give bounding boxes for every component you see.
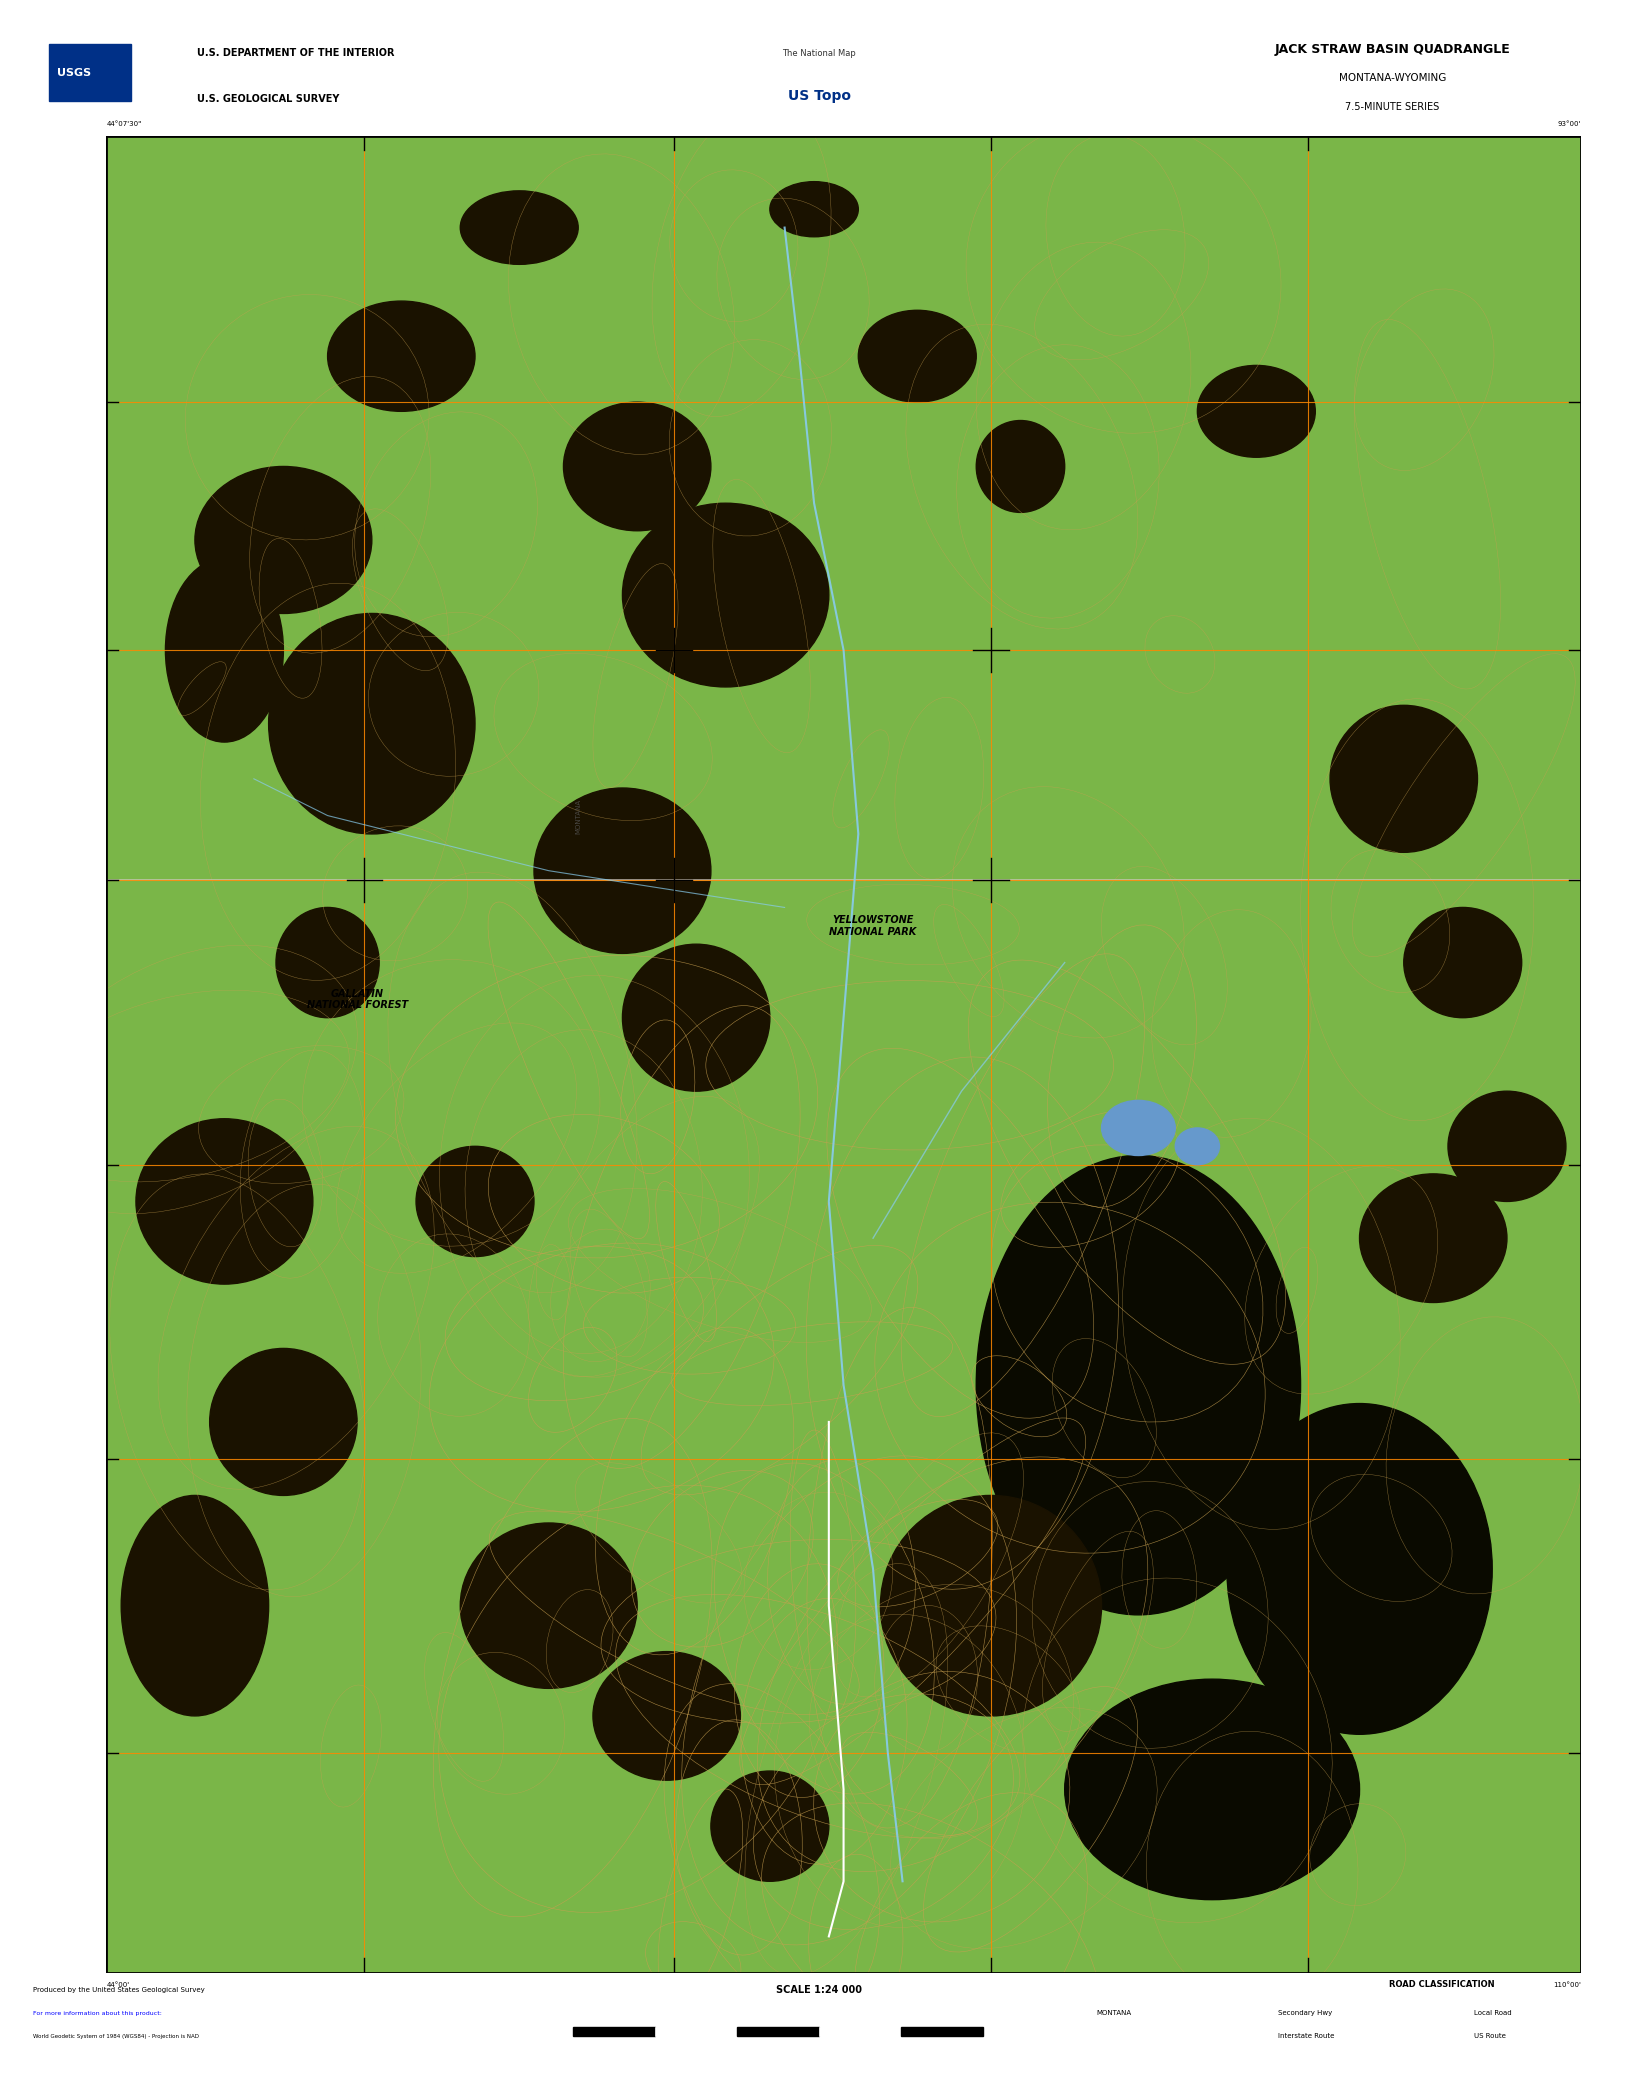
Text: MONTANA-WYOMING: MONTANA-WYOMING bbox=[1338, 73, 1446, 84]
Text: 7.5-MINUTE SERIES: 7.5-MINUTE SERIES bbox=[1345, 102, 1440, 113]
Bar bbox=[819, 2027, 901, 2036]
Ellipse shape bbox=[1360, 1173, 1507, 1303]
Ellipse shape bbox=[1101, 1100, 1174, 1155]
Ellipse shape bbox=[976, 420, 1065, 512]
Ellipse shape bbox=[858, 311, 976, 403]
Ellipse shape bbox=[416, 1146, 534, 1257]
Ellipse shape bbox=[121, 1495, 269, 1716]
Ellipse shape bbox=[136, 1119, 313, 1284]
Text: USGS: USGS bbox=[57, 67, 92, 77]
Text: The National Map: The National Map bbox=[781, 48, 857, 58]
Text: World Geodetic System of 1984 (WGS84) - Projection is NAD: World Geodetic System of 1984 (WGS84) - … bbox=[33, 2034, 198, 2038]
Text: YELLOWSTONE
NATIONAL PARK: YELLOWSTONE NATIONAL PARK bbox=[829, 915, 917, 938]
Text: SCALE 1:24 000: SCALE 1:24 000 bbox=[776, 1986, 862, 1996]
Ellipse shape bbox=[275, 908, 378, 1017]
Text: 110°00': 110°00' bbox=[1553, 1982, 1581, 1988]
Text: US Route: US Route bbox=[1474, 2034, 1505, 2040]
Ellipse shape bbox=[711, 1771, 829, 1881]
Text: JACK STRAW BASIN QUADRANGLE: JACK STRAW BASIN QUADRANGLE bbox=[1274, 44, 1510, 56]
Text: Secondary Hwy: Secondary Hwy bbox=[1278, 2011, 1332, 2017]
Bar bbox=[573, 2027, 655, 2036]
Ellipse shape bbox=[593, 1652, 740, 1781]
Text: U.S. GEOLOGICAL SURVEY: U.S. GEOLOGICAL SURVEY bbox=[197, 94, 339, 104]
Ellipse shape bbox=[622, 944, 770, 1092]
Text: MONTANA: MONTANA bbox=[575, 800, 581, 833]
Text: U.S. DEPARTMENT OF THE INTERIOR: U.S. DEPARTMENT OF THE INTERIOR bbox=[197, 48, 395, 58]
Ellipse shape bbox=[563, 403, 711, 530]
Text: US Topo: US Topo bbox=[788, 88, 850, 102]
Ellipse shape bbox=[534, 787, 711, 954]
Ellipse shape bbox=[976, 1155, 1301, 1614]
Bar bbox=[655, 2027, 737, 2036]
Ellipse shape bbox=[622, 503, 829, 687]
Ellipse shape bbox=[210, 1349, 357, 1495]
Ellipse shape bbox=[1174, 1128, 1219, 1165]
Ellipse shape bbox=[328, 301, 475, 411]
Ellipse shape bbox=[460, 190, 578, 265]
Ellipse shape bbox=[1330, 706, 1477, 852]
Ellipse shape bbox=[1227, 1403, 1492, 1735]
Text: Produced by the United States Geological Survey: Produced by the United States Geological… bbox=[33, 1988, 205, 1994]
Text: For more information about this product:: For more information about this product: bbox=[33, 2011, 162, 2015]
Ellipse shape bbox=[195, 466, 372, 614]
Ellipse shape bbox=[1404, 908, 1522, 1017]
Bar bbox=[901, 2027, 983, 2036]
Ellipse shape bbox=[165, 557, 283, 741]
Text: 93°00': 93°00' bbox=[1558, 121, 1581, 127]
Text: MONTANA: MONTANA bbox=[1096, 2011, 1132, 2017]
Ellipse shape bbox=[1448, 1092, 1566, 1201]
Bar bbox=[737, 2027, 819, 2036]
Text: GALLATIN
NATIONAL FOREST: GALLATIN NATIONAL FOREST bbox=[306, 988, 408, 1011]
Ellipse shape bbox=[770, 182, 858, 236]
Bar bbox=[49, 44, 131, 100]
Ellipse shape bbox=[881, 1495, 1101, 1716]
Text: ROAD CLASSIFICATION: ROAD CLASSIFICATION bbox=[1389, 1979, 1494, 1990]
Ellipse shape bbox=[460, 1522, 637, 1689]
Ellipse shape bbox=[1065, 1679, 1360, 1900]
Text: 44°00': 44°00' bbox=[106, 1982, 129, 1988]
Ellipse shape bbox=[269, 614, 475, 833]
Text: 44°07'30": 44°07'30" bbox=[106, 121, 143, 127]
Text: Local Road: Local Road bbox=[1474, 2011, 1512, 2017]
Text: Interstate Route: Interstate Route bbox=[1278, 2034, 1333, 2040]
Ellipse shape bbox=[1197, 365, 1315, 457]
